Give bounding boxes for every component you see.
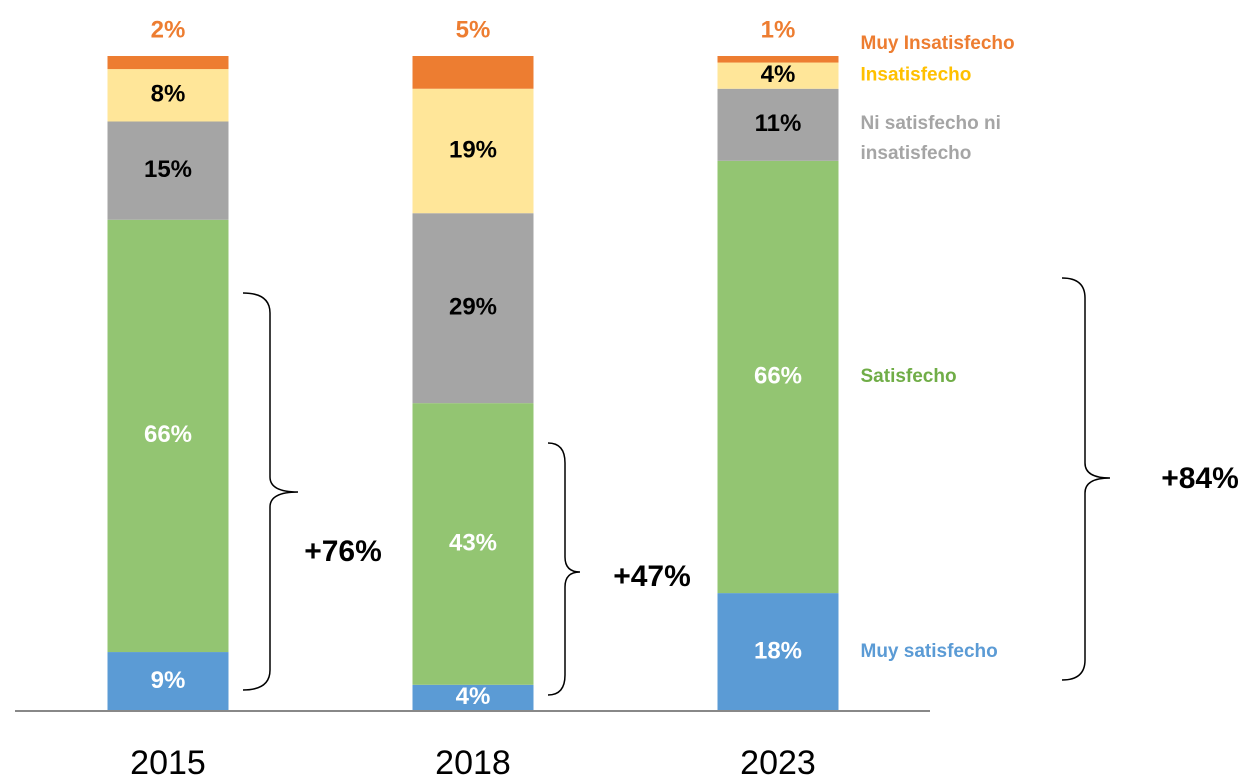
value-label: 4% (761, 61, 796, 88)
value-label: 4% (456, 683, 491, 710)
bar-segment (107, 652, 229, 711)
bar-segment (107, 219, 229, 653)
annotation: +84% (1161, 462, 1239, 495)
bar-segment (412, 213, 534, 404)
annotation: +76% (304, 535, 382, 568)
legend-label: Insatisfecho (861, 65, 972, 86)
value-label: 8% (151, 81, 186, 108)
bar-segment (107, 69, 229, 122)
bar-segment (412, 403, 534, 685)
annotation: +47% (613, 560, 691, 593)
value-label: 15% (144, 156, 192, 183)
value-label: 18% (754, 637, 802, 664)
legend-label: Ni satisfecho ni insatisfecho (860, 112, 1001, 164)
bar-segment (412, 684, 534, 711)
brace (242, 292, 299, 691)
value-label: 5% (456, 16, 491, 43)
bar-segment (717, 88, 839, 161)
value-label: 1% (761, 16, 796, 43)
value-label: 66% (144, 421, 192, 448)
x-tick-label: 2023 (740, 744, 816, 780)
value-label: 43% (449, 529, 497, 556)
legend-label: Satisfecho (861, 366, 957, 387)
bar-segment (717, 62, 839, 89)
legend-label: Muy satisfecho (861, 641, 998, 662)
bar-segment (717, 593, 839, 711)
value-label: 2% (151, 16, 186, 43)
value-label: 9% (151, 667, 186, 694)
bar-segment (717, 56, 839, 63)
bar-segment (107, 121, 229, 220)
legend-label: Muy Insatisfecho (861, 33, 1015, 54)
bar-segment (717, 160, 839, 594)
brace (1061, 277, 1111, 681)
bar-segment (412, 88, 534, 214)
x-tick-label: 2018 (435, 744, 511, 780)
bar-segment (412, 56, 534, 89)
bar-segment (107, 56, 229, 70)
value-label: 19% (449, 136, 497, 163)
value-label: 29% (449, 294, 497, 321)
value-label: 66% (754, 362, 802, 389)
brace (547, 442, 581, 696)
value-label: 11% (755, 110, 802, 137)
x-tick-label: 2015 (130, 744, 206, 780)
